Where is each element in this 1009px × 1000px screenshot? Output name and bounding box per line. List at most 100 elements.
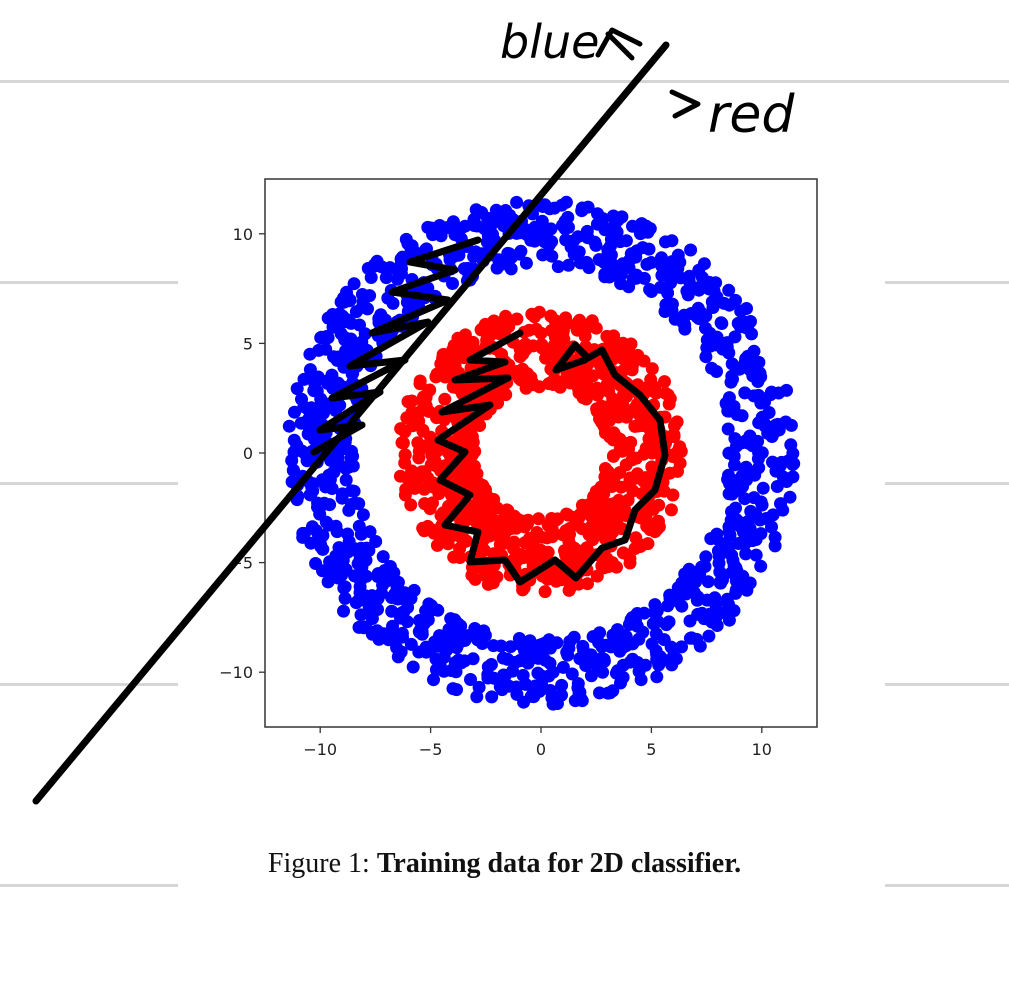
scatter-point bbox=[534, 326, 548, 340]
scatter-point bbox=[692, 283, 706, 297]
scatter-point bbox=[458, 328, 472, 342]
scatter-point bbox=[446, 277, 459, 290]
scatter-point bbox=[752, 416, 766, 430]
scatter-point bbox=[755, 446, 769, 460]
scatter-point bbox=[730, 564, 744, 578]
caption-prefix: Figure 1: bbox=[267, 848, 370, 879]
scatter-point bbox=[422, 597, 436, 611]
ruled-line bbox=[0, 884, 178, 887]
scatter-point bbox=[492, 327, 506, 340]
scatter-point bbox=[610, 404, 624, 418]
scatter-point bbox=[552, 322, 566, 336]
scatter-point bbox=[679, 587, 693, 601]
scatter-point bbox=[722, 613, 736, 627]
scatter-point bbox=[396, 630, 409, 644]
scatter-point bbox=[616, 670, 630, 684]
scatter-point bbox=[498, 526, 512, 539]
scatter-point bbox=[616, 546, 630, 560]
scatter-point bbox=[382, 633, 396, 647]
scatter-point bbox=[338, 591, 352, 605]
scatter-point bbox=[338, 315, 352, 329]
scatter-point bbox=[481, 660, 495, 674]
scatter-point bbox=[740, 302, 753, 315]
scatter-point bbox=[314, 540, 328, 554]
scatter-point bbox=[543, 641, 557, 655]
scatter-point bbox=[335, 487, 349, 501]
scatter-point bbox=[428, 454, 442, 468]
scatter-point bbox=[337, 442, 351, 456]
scatter-point bbox=[623, 556, 637, 570]
scatter-point bbox=[724, 375, 738, 389]
scatter-point bbox=[648, 525, 662, 539]
scatter-point bbox=[713, 565, 727, 579]
scatter-point bbox=[584, 317, 597, 330]
scatter-point bbox=[512, 367, 526, 381]
scatter-point bbox=[721, 422, 735, 436]
scatter-point bbox=[654, 280, 667, 294]
scatter-point bbox=[523, 634, 537, 648]
scatter-point bbox=[348, 496, 362, 510]
scatter-point bbox=[593, 686, 606, 700]
scatter-point bbox=[467, 213, 481, 226]
scatter-point bbox=[497, 257, 511, 271]
scatter-point bbox=[337, 604, 350, 618]
scatter-point bbox=[465, 448, 479, 462]
scatter-point bbox=[395, 606, 409, 619]
scatter-point bbox=[585, 519, 599, 533]
scatter-point bbox=[629, 531, 643, 545]
scatter-point bbox=[586, 369, 600, 383]
scatter-point bbox=[613, 432, 627, 446]
scatter-point bbox=[574, 256, 587, 270]
scatter-point bbox=[671, 262, 685, 275]
scatter-point bbox=[352, 546, 366, 560]
scatter-point bbox=[616, 658, 630, 672]
scatter-point bbox=[326, 320, 340, 334]
scatter-point bbox=[714, 576, 728, 590]
scatter-point bbox=[663, 588, 677, 602]
scatter-point bbox=[356, 295, 370, 309]
scatter-point bbox=[469, 245, 483, 259]
scatter-point bbox=[357, 569, 371, 583]
scatter-point bbox=[556, 660, 570, 674]
scatter-point bbox=[524, 233, 538, 247]
scatter-point bbox=[351, 557, 365, 571]
scatter-point bbox=[320, 330, 334, 343]
scatter-point bbox=[691, 305, 705, 319]
scatter-point bbox=[336, 553, 350, 567]
scatter-point bbox=[659, 235, 672, 249]
scatter-point bbox=[486, 227, 499, 241]
scatter-point bbox=[376, 550, 390, 564]
handwritten-label-red: red bbox=[708, 85, 795, 145]
scatter-point bbox=[691, 607, 705, 621]
scatter-point bbox=[296, 526, 310, 540]
scatter-point bbox=[600, 329, 614, 343]
scatter-point bbox=[514, 244, 528, 258]
scatter-point bbox=[584, 509, 597, 522]
scatter-point bbox=[749, 548, 763, 562]
scatter-point bbox=[341, 527, 355, 541]
scatter-point bbox=[429, 652, 443, 666]
scatter-point bbox=[483, 529, 497, 543]
scatter-point bbox=[571, 368, 585, 382]
scatter-point bbox=[662, 615, 676, 629]
scatter-point bbox=[729, 501, 742, 515]
scatter-point bbox=[514, 226, 528, 240]
scatter-point bbox=[490, 514, 504, 528]
scatter-point bbox=[502, 320, 516, 334]
scatter-point bbox=[571, 230, 585, 244]
scatter-point bbox=[551, 512, 565, 526]
scatter-point bbox=[631, 348, 645, 362]
scatter-point bbox=[726, 479, 740, 493]
scatter-point bbox=[655, 268, 669, 282]
scatter-point bbox=[606, 684, 620, 698]
scatter-point bbox=[330, 525, 344, 539]
scatter-point bbox=[339, 462, 353, 475]
scatter-point bbox=[405, 239, 419, 253]
scatter-point bbox=[755, 498, 769, 512]
scatter-point bbox=[346, 449, 360, 463]
scatter-point bbox=[413, 614, 426, 627]
scatter-point bbox=[699, 350, 713, 364]
scatter-point bbox=[388, 587, 402, 601]
scatter-point bbox=[751, 375, 765, 388]
scatter-point bbox=[765, 385, 778, 399]
